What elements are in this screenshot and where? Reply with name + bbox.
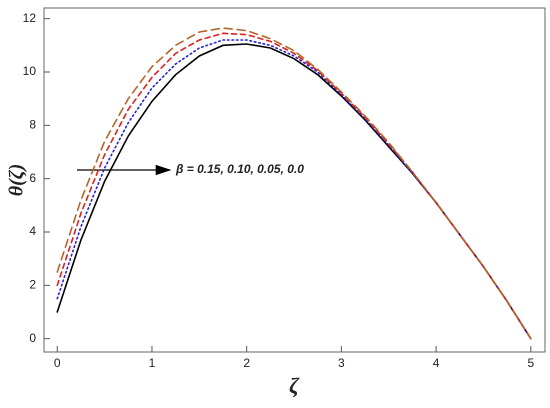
y-tick-label: 8: [29, 118, 36, 132]
y-tick-label: 0: [29, 331, 36, 345]
x-tick-label: 2: [243, 356, 250, 370]
y-axis-label: θ(ζ): [6, 164, 28, 197]
series-line: [56, 27, 532, 340]
y-tick-label: 10: [23, 64, 37, 78]
y-tick-label: 12: [23, 11, 37, 25]
x-tick-label: 4: [433, 356, 440, 370]
y-tick-label: 2: [29, 278, 36, 292]
y-tick-label: 4: [29, 224, 36, 238]
x-tick-label: 0: [54, 356, 61, 370]
x-axis-label: ζ: [289, 373, 300, 398]
series-line: [56, 43, 532, 340]
series-line: [56, 32, 532, 340]
x-tick-label: 1: [149, 356, 156, 370]
y-tick-label: 6: [29, 171, 36, 185]
x-tick-label: 3: [338, 356, 345, 370]
x-tick-label: 5: [527, 356, 534, 370]
series-line: [56, 39, 532, 340]
plot-frame: [43, 7, 546, 353]
annotation: β = 0.15, 0.10, 0.05, 0.0: [175, 162, 304, 176]
